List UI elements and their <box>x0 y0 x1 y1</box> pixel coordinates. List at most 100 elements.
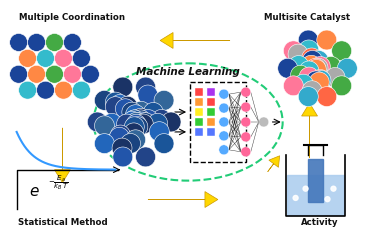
Text: $e$: $e$ <box>29 184 40 199</box>
Bar <box>207 98 215 106</box>
Circle shape <box>122 102 142 122</box>
Circle shape <box>81 65 99 83</box>
Circle shape <box>317 87 337 106</box>
Circle shape <box>302 51 322 70</box>
Circle shape <box>125 110 145 130</box>
Bar <box>195 128 203 136</box>
Circle shape <box>241 147 251 157</box>
Circle shape <box>143 102 163 122</box>
Circle shape <box>311 70 331 90</box>
Circle shape <box>219 117 229 127</box>
Circle shape <box>131 101 151 121</box>
Text: Activity: Activity <box>301 218 338 227</box>
Circle shape <box>102 113 122 133</box>
Circle shape <box>115 99 135 119</box>
Circle shape <box>10 34 27 51</box>
Bar <box>207 118 215 126</box>
Text: $-\dfrac{E_a}{k_B\,T}$: $-\dfrac{E_a}{k_B\,T}$ <box>48 173 69 192</box>
Circle shape <box>64 65 81 83</box>
Circle shape <box>241 87 251 97</box>
Bar <box>207 128 215 136</box>
Circle shape <box>278 58 298 78</box>
Circle shape <box>284 76 303 96</box>
Circle shape <box>138 110 158 130</box>
Circle shape <box>113 147 133 167</box>
Circle shape <box>110 94 130 114</box>
Circle shape <box>94 90 114 110</box>
Circle shape <box>10 65 27 83</box>
Circle shape <box>136 77 156 97</box>
Circle shape <box>117 114 136 134</box>
Circle shape <box>126 114 146 134</box>
Text: Multiple Coordination: Multiple Coordination <box>20 13 126 22</box>
Circle shape <box>317 30 337 50</box>
Circle shape <box>124 123 144 143</box>
Circle shape <box>131 110 151 130</box>
Circle shape <box>310 70 330 89</box>
Circle shape <box>332 76 352 96</box>
Circle shape <box>109 127 129 147</box>
Circle shape <box>337 58 357 78</box>
Circle shape <box>152 110 171 129</box>
Circle shape <box>332 41 352 61</box>
Circle shape <box>308 58 328 78</box>
Circle shape <box>148 113 168 133</box>
Circle shape <box>73 49 90 67</box>
Circle shape <box>241 102 251 112</box>
Circle shape <box>138 85 158 105</box>
Circle shape <box>112 138 132 158</box>
Text: Machine Learning: Machine Learning <box>136 67 240 77</box>
Circle shape <box>45 34 64 51</box>
Circle shape <box>302 48 322 68</box>
Circle shape <box>36 81 55 99</box>
FancyArrow shape <box>302 103 317 158</box>
Circle shape <box>311 57 331 76</box>
Circle shape <box>149 122 169 142</box>
Circle shape <box>288 44 308 64</box>
Circle shape <box>161 112 181 132</box>
Bar <box>195 88 203 96</box>
Circle shape <box>293 195 298 200</box>
Circle shape <box>73 81 90 99</box>
Circle shape <box>291 65 311 85</box>
Circle shape <box>219 145 229 155</box>
Circle shape <box>36 49 55 67</box>
Circle shape <box>154 134 174 153</box>
Circle shape <box>301 55 321 75</box>
Circle shape <box>241 117 251 127</box>
Circle shape <box>19 81 36 99</box>
Circle shape <box>308 51 328 70</box>
Circle shape <box>105 97 125 117</box>
Circle shape <box>299 40 319 60</box>
Text: Statistical Method: Statistical Method <box>18 218 107 227</box>
FancyArrow shape <box>160 33 230 48</box>
Bar <box>207 108 215 116</box>
Circle shape <box>325 197 330 202</box>
Circle shape <box>94 134 114 153</box>
Circle shape <box>133 114 153 134</box>
Circle shape <box>126 112 146 132</box>
Circle shape <box>325 67 345 87</box>
Circle shape <box>154 90 174 110</box>
FancyArrow shape <box>55 128 70 183</box>
Circle shape <box>124 117 144 137</box>
Circle shape <box>136 147 156 167</box>
Circle shape <box>299 61 319 81</box>
Circle shape <box>306 71 326 91</box>
Circle shape <box>241 132 251 142</box>
Circle shape <box>298 87 318 106</box>
Circle shape <box>55 49 73 67</box>
Bar <box>308 159 323 202</box>
Circle shape <box>27 65 45 83</box>
Circle shape <box>299 67 319 87</box>
Circle shape <box>131 108 151 128</box>
Circle shape <box>124 110 144 130</box>
Bar <box>287 174 344 215</box>
Circle shape <box>105 92 125 112</box>
Bar <box>195 108 203 116</box>
Circle shape <box>306 59 326 79</box>
Circle shape <box>302 81 322 101</box>
Circle shape <box>219 89 229 99</box>
Circle shape <box>259 117 269 127</box>
Bar <box>207 88 215 96</box>
